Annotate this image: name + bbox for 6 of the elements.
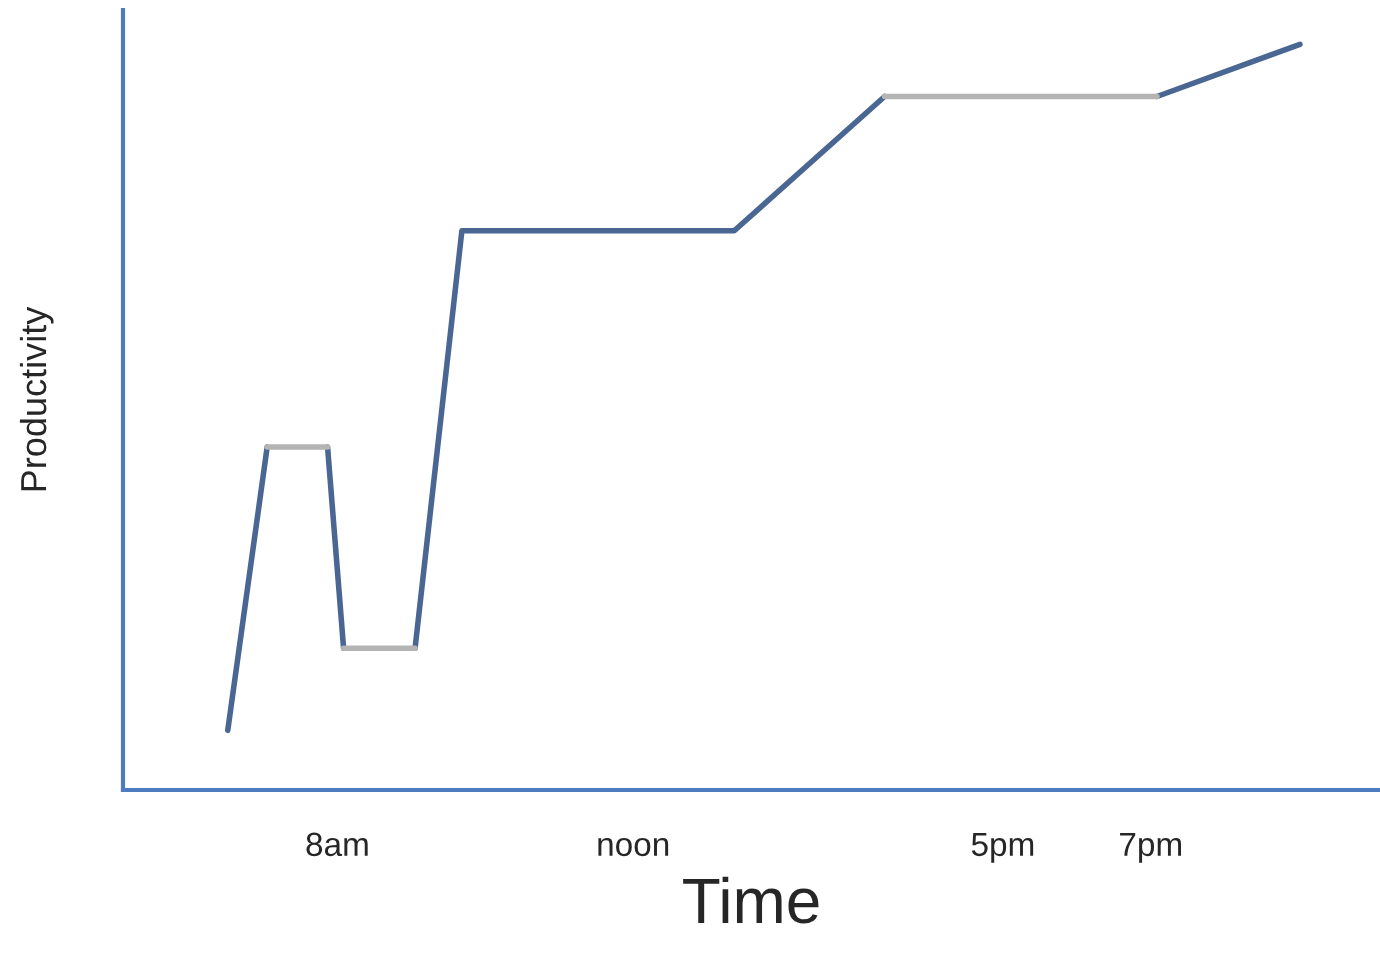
x-tick-label: 8am xyxy=(306,832,368,857)
x-axis-title: Time xyxy=(683,876,819,924)
x-tick-label: noon xyxy=(598,837,669,857)
x-tick-label: 5pm xyxy=(971,832,1034,863)
x-tick-label: 7pm xyxy=(1120,832,1182,863)
y-axis-title: Productivity xyxy=(19,306,54,491)
